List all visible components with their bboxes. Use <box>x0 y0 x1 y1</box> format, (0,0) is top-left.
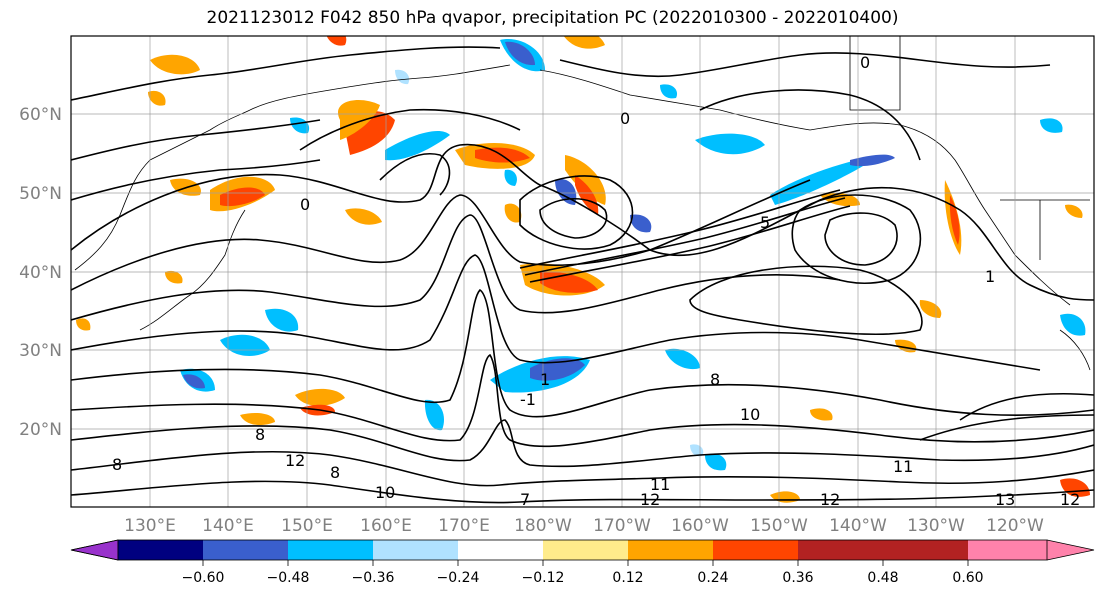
colorbar-extend-low <box>70 539 119 561</box>
lon-label: 130°W <box>907 516 965 536</box>
contour-label: 0 <box>860 53 870 72</box>
colorbar-segment <box>883 540 968 560</box>
lon-label: 180°W <box>514 516 572 536</box>
qvapor-contours <box>71 46 1094 504</box>
lat-label: 50°N <box>19 184 62 204</box>
lon-label: 150°E <box>281 516 333 536</box>
lat-label: 30°N <box>19 341 62 361</box>
contour-label: 8 <box>112 455 122 474</box>
colorbar-segment <box>713 540 798 560</box>
colorbar-segment <box>203 540 288 560</box>
contour-label: 11 <box>650 475 670 494</box>
contour-label: 12 <box>285 451 305 470</box>
contour-label: 12 <box>820 490 840 509</box>
lat-label: 40°N <box>19 263 62 283</box>
contour-label: 12 <box>1060 490 1080 509</box>
contour-label: 10 <box>740 405 760 424</box>
colorbar-tick-label: −0.24 <box>437 570 480 586</box>
gridlines <box>71 36 1094 507</box>
colorbar-tick-label: 0.12 <box>612 570 643 586</box>
lon-label: 140°E <box>202 516 254 536</box>
colorbar-tick-label: −0.12 <box>522 570 565 586</box>
map-frame <box>70 35 1095 508</box>
colorbar-segment <box>798 540 883 560</box>
colorbar-tick-label: 0.36 <box>782 570 813 586</box>
contour-label: 7 <box>520 490 530 509</box>
colorbar-tick-label: 0.24 <box>697 570 728 586</box>
latitude-labels: 60°N 50°N 40°N 30°N 20°N <box>19 105 62 440</box>
precip-shading-negative <box>180 39 1086 471</box>
lon-label: 170°E <box>438 516 490 536</box>
colorbar-tick-label: 0.48 <box>867 570 898 586</box>
contour-label: 0 <box>300 195 310 214</box>
contour-label: 10 <box>375 483 395 502</box>
contour-label: 11 <box>893 457 913 476</box>
lon-label: 150°W <box>750 516 808 536</box>
colorbar-segment <box>118 540 203 560</box>
colorbar-segment <box>458 540 543 560</box>
contour-label: 1 <box>540 370 550 389</box>
lon-label: 130°E <box>124 516 176 536</box>
contour-labels: 0 0 0 1 -1 1 8 12 8 8 10 11 12 13 11 7 1… <box>112 53 1080 509</box>
contour-label: 12 <box>640 490 660 509</box>
colorbar-segment <box>373 540 458 560</box>
lon-label: 160°E <box>360 516 412 536</box>
contour-label: 8 <box>710 370 720 389</box>
contour-label: 8 <box>330 463 340 482</box>
colorbar-segment <box>543 540 628 560</box>
lon-label: 170°W <box>593 516 651 536</box>
lon-label: 140°W <box>829 516 887 536</box>
colorbar-segment <box>628 540 713 560</box>
contour-label: -1 <box>520 390 536 409</box>
map-title: 2021123012 F042 850 hPa qvapor, precipit… <box>206 8 899 28</box>
lat-label: 60°N <box>19 105 62 125</box>
contour-label: 13 <box>995 490 1015 509</box>
colorbar-tick-label: −0.36 <box>352 570 395 586</box>
contour-label: 8 <box>255 425 265 444</box>
colorbar-tick-label: 0.60 <box>952 570 983 586</box>
colorbar: −0.60 −0.48 −0.36 −0.24 −0.12 0.12 0.24 … <box>70 539 1095 586</box>
colorbar-tick-label: −0.48 <box>267 570 310 586</box>
contour-label: 0 <box>620 109 630 128</box>
longitude-labels: 130°E 140°E 150°E 160°E 170°E 180°W 170°… <box>124 516 1044 536</box>
contour-label: 5 <box>760 213 770 232</box>
lon-label: 120°W <box>986 516 1044 536</box>
contour-label: 1 <box>985 267 995 286</box>
lon-label: 160°W <box>671 516 729 536</box>
colorbar-segment <box>288 540 373 560</box>
lat-label: 20°N <box>19 420 62 440</box>
colorbar-tick-label: −0.60 <box>182 570 225 586</box>
